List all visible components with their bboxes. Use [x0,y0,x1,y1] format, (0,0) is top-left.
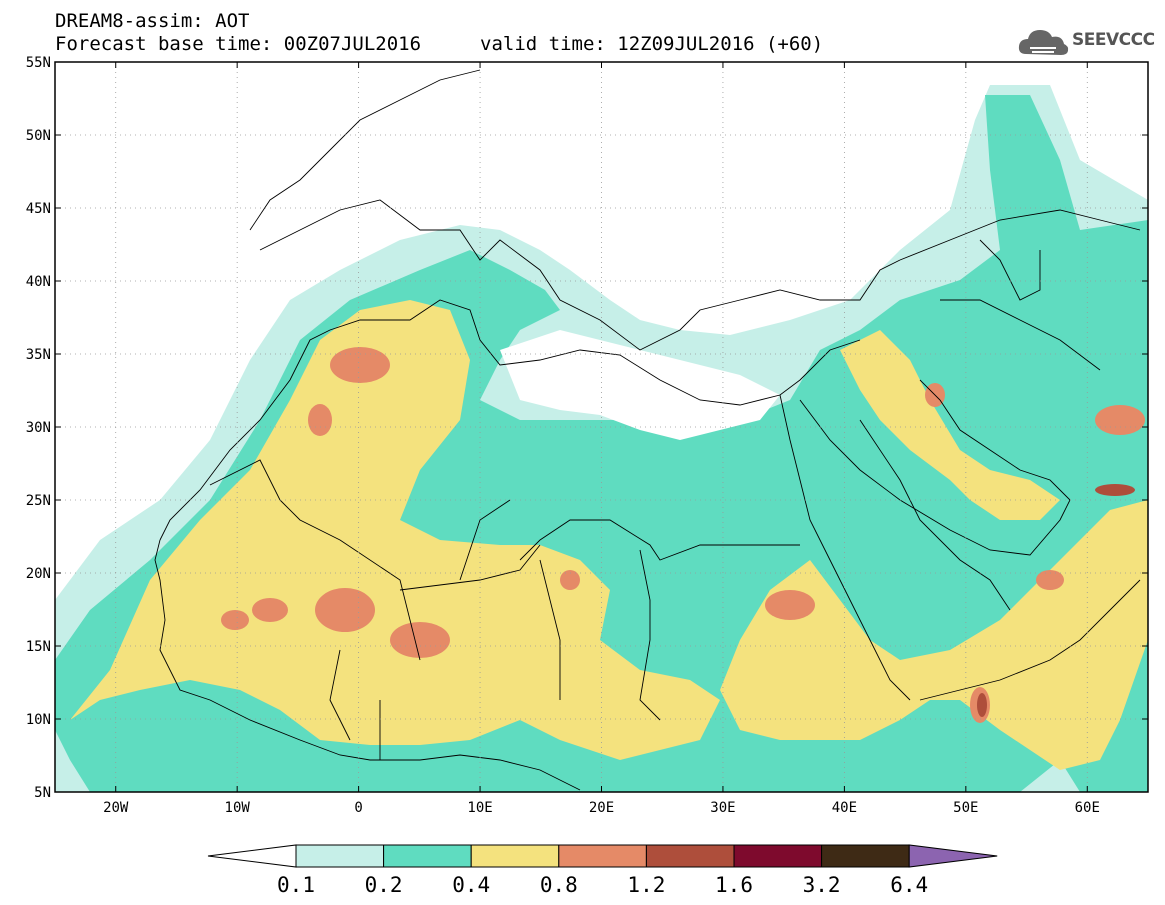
colorbar-label: 3.2 [803,873,841,897]
aot-field [55,85,1148,792]
colorbar-label: 0.4 [452,873,490,897]
lat-tick-label: 55N [26,55,51,71]
lon-tick-label: 10E [467,800,492,816]
colorbar-label: 1.2 [627,873,665,897]
aot-band-1.2 [977,484,1135,717]
colorbar: 0.1 0.2 0.4 0.8 1.2 1.6 3.2 6.4 [207,844,998,897]
colorbar-swatch [383,844,472,868]
lat-tick-label: 5N [34,785,51,801]
aot-band-0.4-west [70,300,720,760]
colorbar-label: 6.4 [890,873,928,897]
lon-tick-label: 0 [354,800,362,816]
colorbar-label: 0.2 [365,873,403,897]
map-title: DREAM8-assim: AOT [55,10,250,32]
colorbar-swatch [821,844,910,868]
colorbar-swatch [470,844,560,868]
lat-tick-label: 35N [26,347,51,363]
colorbar-over-arrow [908,844,998,868]
cloud-icon [1018,30,1069,55]
colorbar-label: 0.1 [277,873,315,897]
colorbar-swatch [733,844,823,868]
lon-tick-label: 30E [710,800,735,816]
lat-tick-label: 15N [26,639,51,655]
colorbar-under-arrow [207,844,297,868]
colorbar-swatch [645,844,735,868]
lon-tick-label: 40E [832,800,857,816]
lat-tick-label: 50N [26,128,51,144]
clear-area-libya [500,330,780,440]
lon-tick-label: 10W [225,800,251,816]
lat-tick-label: 10N [26,712,51,728]
lat-tick-label: 25N [26,493,51,509]
lon-tick-label: 20W [103,800,129,816]
seevccc-logo: SEEVCCC [1018,24,1158,58]
lat-tick-label: 30N [26,420,51,436]
lon-tick-label: 20E [589,800,614,816]
longitude-labels: 20W 10W 0 10E 20E 30E 40E 50E 60E [103,800,1100,816]
latitude-labels: 55N 50N 45N 40N 35N 30N 25N 20N 15N 10N 5N [26,55,51,801]
aot-band-0.4-arabia [840,330,1060,520]
colorbar-label: 0.8 [540,873,578,897]
lat-tick-label: 20N [26,566,51,582]
forecast-base-time: Forecast base time: 00Z07JUL2016 [55,33,422,55]
axis-ticks [55,61,1148,793]
colorbar-label: 1.6 [715,873,753,897]
colorbar-swatch [558,844,647,868]
aot-band-0.8 [221,347,1145,723]
lat-tick-label: 45N [26,201,51,217]
lon-tick-label: 50E [953,800,978,816]
aot-band-0.4-east [720,500,1148,770]
colorbar-swatch [295,844,385,868]
graticule [55,62,1148,792]
lat-tick-label: 40N [26,274,51,290]
lon-tick-label: 60E [1075,800,1100,816]
valid-time: valid time: 12Z09JUL2016 (+60) [480,33,824,55]
logo-text: SEEVCCC [1072,30,1155,50]
